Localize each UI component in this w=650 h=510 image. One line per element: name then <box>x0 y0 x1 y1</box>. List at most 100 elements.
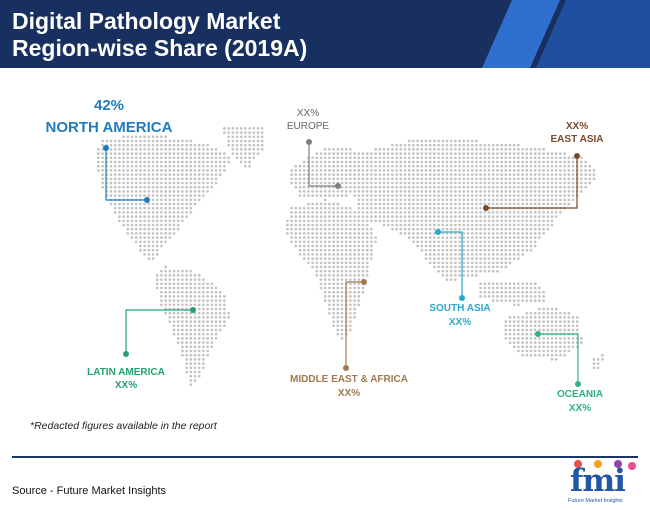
map-dot <box>340 316 344 319</box>
map-dot <box>323 211 327 214</box>
map-dot <box>563 353 566 357</box>
map-dot <box>353 244 356 248</box>
map-dot <box>328 223 331 227</box>
map-dot <box>298 177 302 181</box>
map-dot <box>382 194 386 197</box>
map-dot <box>500 236 503 239</box>
map-dot <box>185 173 188 176</box>
map-dot <box>500 198 503 202</box>
map-dot <box>130 156 134 160</box>
map-dot <box>353 223 356 227</box>
map-dot <box>508 299 512 302</box>
map-dot <box>365 232 369 235</box>
map-dot <box>420 240 424 244</box>
map-dot <box>361 164 365 168</box>
map-dot <box>386 152 390 155</box>
map-dot <box>210 160 214 164</box>
map-dot <box>189 316 193 319</box>
map-dot <box>386 198 390 202</box>
map-dot <box>349 164 352 168</box>
map-dot <box>399 194 403 197</box>
map-dot <box>487 219 491 223</box>
map-dot <box>433 185 436 189</box>
map-dot <box>512 244 516 248</box>
map-dot <box>130 152 134 155</box>
map-dot <box>151 253 155 256</box>
map-dot <box>546 307 550 311</box>
map-dot <box>533 169 537 172</box>
map-dot <box>508 320 512 323</box>
map-dot <box>361 253 365 256</box>
map-dot <box>395 185 398 189</box>
map-dot <box>508 286 512 290</box>
map-dot <box>315 211 319 214</box>
map-dot <box>164 177 167 181</box>
map-dot <box>235 139 239 143</box>
map-dot <box>479 253 482 256</box>
map-dot <box>311 215 314 218</box>
map-dot <box>391 148 394 151</box>
map-dot <box>454 169 457 172</box>
map-dot <box>151 156 155 160</box>
map-dot <box>193 366 197 370</box>
map-dot <box>336 316 340 319</box>
map-dot <box>424 173 428 176</box>
map-dot <box>395 177 398 181</box>
map-dot <box>542 156 545 160</box>
map-dot <box>580 341 583 344</box>
map-dot <box>529 290 533 294</box>
map-dot <box>202 173 205 176</box>
map-dot <box>122 206 125 210</box>
map-dot <box>340 215 344 218</box>
map-dot <box>210 177 214 181</box>
map-dot <box>336 152 340 155</box>
map-dot <box>332 295 335 298</box>
map-dot <box>210 311 214 315</box>
map-dot <box>546 219 550 223</box>
map-dot <box>155 206 159 210</box>
map-dot <box>533 244 537 248</box>
map-dot <box>412 173 415 176</box>
map-dot <box>433 143 436 147</box>
map-dot <box>466 152 470 155</box>
map-dot <box>508 227 512 231</box>
map-dot <box>496 198 499 202</box>
map-dot <box>185 194 188 197</box>
map-dot <box>332 290 335 294</box>
map-dot <box>533 227 537 231</box>
map-dot <box>134 202 138 206</box>
map-dot <box>349 152 352 155</box>
map-dot <box>508 244 512 248</box>
map-dot <box>525 324 529 328</box>
map-dot <box>210 345 214 349</box>
map-dot <box>286 232 289 235</box>
map-dot <box>563 345 566 349</box>
map-dot <box>181 311 184 315</box>
map-dot <box>151 173 155 176</box>
map-dot <box>332 160 335 164</box>
map-dot <box>462 219 466 223</box>
map-dot <box>374 215 377 218</box>
map-dot <box>365 244 369 248</box>
map-dot <box>357 202 361 206</box>
map-dot <box>496 257 499 260</box>
map-dot <box>311 227 314 231</box>
map-dot <box>302 248 306 252</box>
map-dot <box>420 164 424 168</box>
map-dot <box>449 143 453 147</box>
map-dot <box>428 190 432 193</box>
map-dot <box>374 240 377 244</box>
map-dot <box>420 160 424 164</box>
map-dot <box>412 211 415 214</box>
map-dot <box>357 211 361 214</box>
map-dot <box>491 261 495 265</box>
map-dot <box>449 139 453 143</box>
map-dot <box>307 190 310 193</box>
map-dot <box>323 227 327 231</box>
map-dot <box>319 215 323 218</box>
map-dot <box>181 181 184 185</box>
map-dot <box>361 181 365 185</box>
map-dot <box>214 148 218 151</box>
map-dot <box>550 311 554 315</box>
map-dot <box>487 164 491 168</box>
